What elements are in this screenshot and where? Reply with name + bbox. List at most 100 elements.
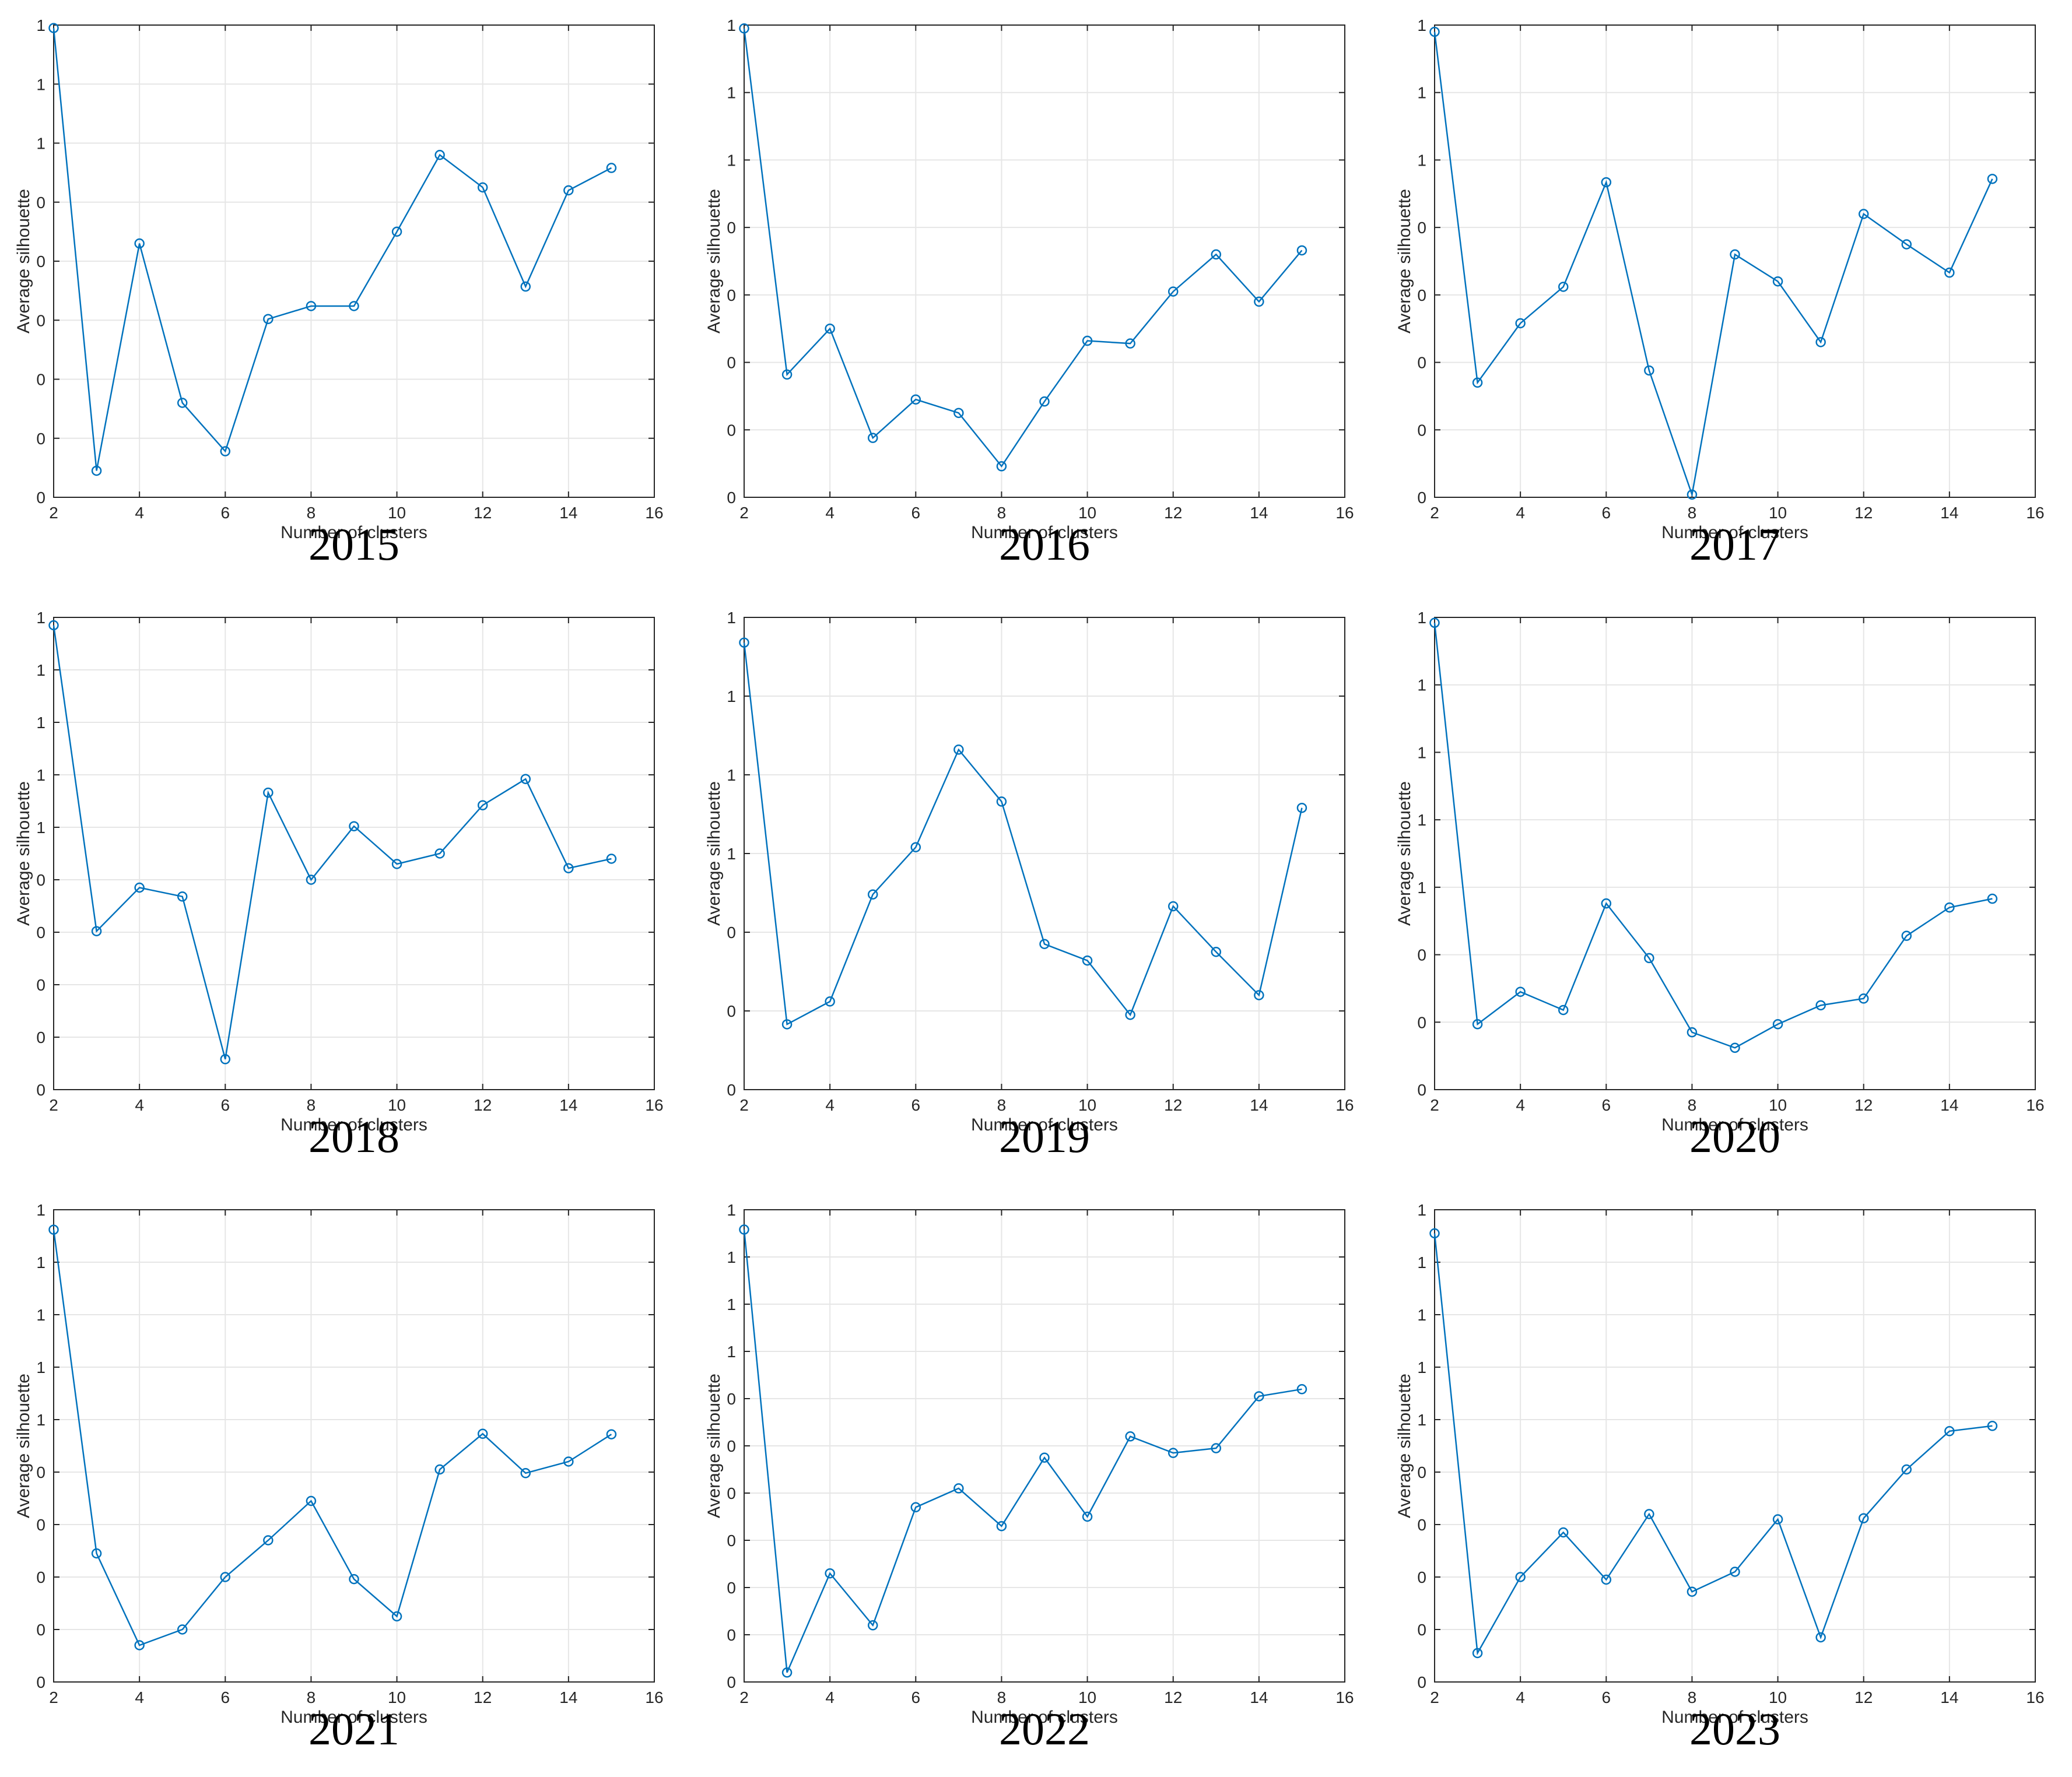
data-point	[1515, 986, 1526, 997]
data-point	[1515, 318, 1526, 329]
data-point	[867, 433, 878, 443]
x-tick-label: 8	[997, 1688, 1007, 1706]
x-tick-label: 4	[825, 1688, 835, 1706]
y-tick-label: 1	[1417, 1201, 1426, 1219]
x-tick-label: 4	[825, 504, 835, 522]
y-tick-label: 0	[36, 1621, 45, 1639]
x-axis-label: Number of clusters	[281, 1115, 427, 1135]
data-point	[1558, 1527, 1569, 1538]
y-tick-label: 1	[36, 661, 45, 679]
y-tick-label: 0	[1417, 1621, 1426, 1639]
x-tick-label: 16	[2026, 504, 2044, 522]
data-point	[1858, 993, 1869, 1004]
x-tick-label: 14	[1940, 504, 1958, 522]
data-point	[134, 1640, 145, 1650]
data-point	[996, 461, 1007, 472]
data-point	[220, 1572, 231, 1582]
x-tick-label: 16	[2026, 1688, 2044, 1706]
data-point	[781, 1667, 793, 1678]
series-line	[743, 28, 1303, 468]
x-tick-label: 12	[474, 504, 492, 522]
data-point	[1472, 377, 1483, 388]
y-tick-label: 1	[727, 84, 736, 102]
data-point	[910, 1502, 921, 1513]
y-axis-label: Average silhouette	[704, 781, 724, 926]
series-line	[52, 27, 612, 471]
data-point	[1730, 249, 1740, 260]
y-tick-label: 0	[36, 489, 45, 507]
x-tick-label: 2	[1430, 1688, 1439, 1706]
x-tick-label: 8	[997, 1096, 1007, 1114]
data-point	[1039, 1452, 1050, 1463]
chart-panel: 2 4 6 8 10 12 14 16 0 0 0 0 0 1 1 1 1 1 Number of clusters…	[1395, 1201, 2045, 1754]
x-tick-label: 8	[1688, 1096, 1697, 1114]
y-tick-label: 0	[1417, 1013, 1426, 1031]
plot-area	[1435, 617, 2035, 1090]
data-point	[1472, 1648, 1483, 1659]
y-tick-label: 1	[727, 1248, 736, 1266]
y-axis-label: Average silhouette	[1395, 781, 1414, 926]
y-tick-label: 1	[1417, 16, 1426, 34]
data-point	[1987, 893, 1998, 904]
y-tick-label: 0	[36, 252, 45, 271]
x-tick-label: 16	[1335, 504, 1354, 522]
y-tick-label: 1	[36, 714, 45, 732]
data-point	[91, 1548, 102, 1559]
y-tick-label: 0	[36, 1568, 45, 1586]
y-tick-label: 1	[36, 16, 45, 34]
x-tick-label: 6	[911, 1096, 920, 1114]
x-tick-label: 10	[388, 1688, 406, 1706]
data-point	[391, 1611, 402, 1622]
data-point	[825, 1568, 835, 1579]
y-tick-label: 0	[36, 1516, 45, 1534]
data-point	[520, 1468, 531, 1479]
data-point	[781, 369, 793, 380]
x-tick-label: 12	[1854, 1096, 1873, 1114]
y-tick-label: 0	[727, 1484, 736, 1502]
y-tick-label: 1	[1417, 1358, 1426, 1376]
y-tick-label: 0	[1417, 219, 1426, 237]
x-tick-label: 14	[559, 504, 577, 522]
chart-title: 2018	[308, 1111, 399, 1162]
y-tick-label: 0	[36, 430, 45, 448]
y-tick-label: 1	[36, 75, 45, 93]
axes-box	[53, 617, 655, 1090]
x-tick-label: 6	[911, 1688, 920, 1706]
y-tick-label: 1	[1417, 811, 1426, 829]
y-tick-label: 1	[36, 819, 45, 837]
data-point	[739, 637, 749, 648]
x-tick-label: 2	[739, 504, 749, 522]
y-tick-label: 0	[36, 311, 45, 329]
x-tick-label: 14	[1250, 504, 1268, 522]
data-point	[91, 465, 102, 476]
x-tick-label: 14	[1940, 1096, 1958, 1114]
y-tick-label: 1	[727, 1295, 736, 1314]
y-axis-label: Average silhouette	[704, 189, 724, 333]
data-point	[563, 863, 574, 873]
axes-box	[53, 1209, 655, 1683]
y-tick-label: 0	[36, 1463, 45, 1481]
x-tick-label: 6	[1601, 1096, 1611, 1114]
x-tick-label: 16	[2026, 1096, 2044, 1114]
x-axis-label: Number of clusters	[971, 523, 1118, 542]
chart-title: 2017	[1689, 519, 1780, 570]
chart-panel: 2 4 6 8 10 12 14 16 0 0 0 1 1 1 1 Number of clusters Ave…	[704, 609, 1354, 1162]
chart-title: 2016	[999, 519, 1090, 570]
data-point	[1644, 953, 1654, 964]
plot-area	[54, 1210, 654, 1682]
data-point	[1687, 1027, 1698, 1038]
data-point	[48, 1224, 59, 1235]
data-point	[1515, 1572, 1526, 1582]
x-tick-label: 2	[1430, 504, 1439, 522]
data-point	[434, 150, 445, 160]
y-axis-label: Average silhouette	[1395, 189, 1414, 333]
y-tick-label: 0	[1417, 1673, 1426, 1691]
data-point	[910, 842, 921, 852]
data-point	[1211, 947, 1222, 957]
x-tick-label: 12	[1164, 1096, 1182, 1114]
x-tick-label: 12	[474, 1688, 492, 1706]
y-tick-label: 0	[1417, 489, 1426, 507]
x-tick-label: 12	[1854, 1688, 1873, 1706]
x-tick-label: 14	[1250, 1688, 1268, 1706]
x-tick-label: 12	[474, 1096, 492, 1114]
